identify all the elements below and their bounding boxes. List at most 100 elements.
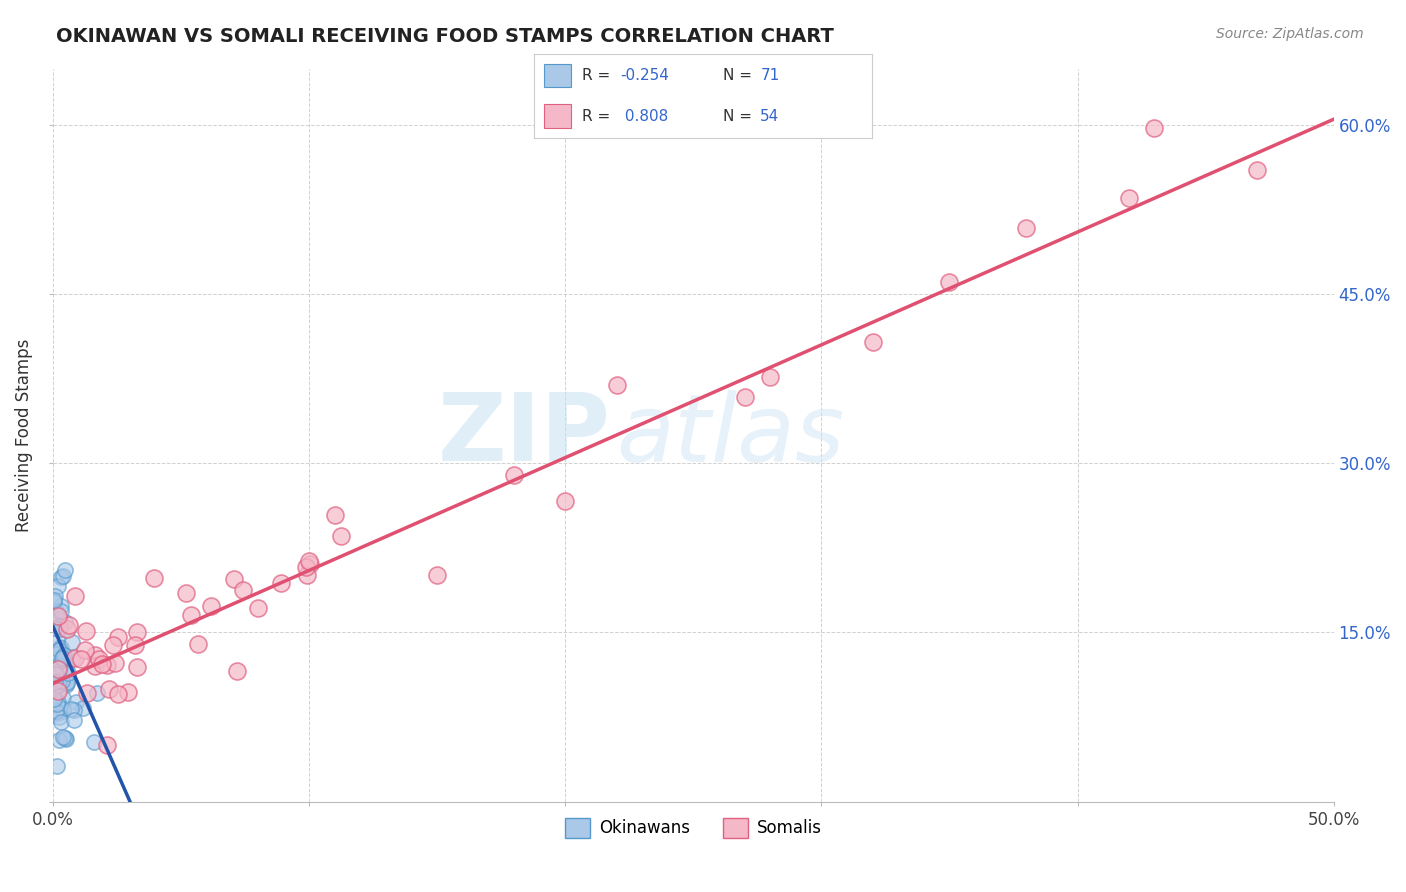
- Point: [86, 686, 108, 700]
- Point: [52, 650, 75, 665]
- Point: [60, 634, 83, 648]
- Point: [48, 643, 70, 657]
- Text: OKINAWAN VS SOMALI RECEIVING FOOD STAMPS CORRELATION CHART: OKINAWAN VS SOMALI RECEIVING FOOD STAMPS…: [56, 27, 834, 45]
- Point: [52, 569, 75, 583]
- Point: [46, 706, 69, 720]
- Point: [46, 579, 69, 593]
- Point: [503, 467, 526, 482]
- Point: [295, 560, 318, 574]
- Bar: [544, 104, 571, 128]
- Point: [187, 637, 209, 651]
- Point: [862, 334, 884, 349]
- Point: [84, 659, 107, 673]
- Point: [734, 390, 756, 404]
- Point: [53, 615, 76, 629]
- Point: [63, 714, 86, 728]
- Point: [48, 663, 70, 677]
- Point: [606, 378, 628, 392]
- Point: [46, 758, 69, 772]
- Point: [49, 656, 72, 670]
- Point: [49, 622, 72, 636]
- Text: 71: 71: [761, 68, 779, 83]
- Point: [51, 650, 73, 665]
- Point: [232, 583, 254, 598]
- Point: [44, 592, 66, 607]
- Text: Source: ZipAtlas.com: Source: ZipAtlas.com: [1216, 27, 1364, 41]
- Point: [298, 554, 321, 568]
- Point: [1118, 191, 1140, 205]
- Point: [143, 571, 166, 585]
- Point: [53, 731, 76, 745]
- Text: 0.808: 0.808: [620, 109, 669, 124]
- Point: [49, 599, 72, 614]
- Point: [51, 715, 73, 730]
- Point: [87, 652, 110, 666]
- Point: [84, 648, 107, 662]
- Point: [48, 710, 70, 724]
- Point: [49, 604, 72, 618]
- Point: [48, 673, 70, 688]
- Point: [45, 704, 67, 718]
- Point: [938, 275, 960, 289]
- Point: [65, 695, 87, 709]
- Point: [56, 666, 79, 681]
- Point: [44, 589, 66, 603]
- Point: [270, 576, 292, 591]
- Point: [127, 625, 149, 640]
- Point: [96, 658, 118, 673]
- Text: R =: R =: [582, 68, 614, 83]
- Point: [62, 651, 84, 665]
- Point: [426, 568, 449, 582]
- Point: [48, 682, 70, 697]
- Point: [46, 631, 69, 645]
- Y-axis label: Receiving Food Stamps: Receiving Food Stamps: [15, 338, 32, 532]
- Point: [1246, 163, 1268, 178]
- Legend: Okinawans, Somalis: Okinawans, Somalis: [558, 811, 828, 845]
- Point: [299, 557, 322, 571]
- Point: [224, 572, 246, 586]
- Text: N =: N =: [723, 109, 756, 124]
- Point: [48, 673, 70, 688]
- Point: [247, 601, 270, 615]
- Point: [72, 701, 94, 715]
- Point: [42, 614, 65, 628]
- Point: [76, 686, 98, 700]
- Point: [51, 569, 73, 583]
- Point: [55, 660, 77, 674]
- Point: [107, 687, 129, 701]
- Point: [97, 681, 120, 696]
- Point: [46, 695, 69, 709]
- Point: [52, 704, 75, 718]
- Point: [42, 617, 65, 632]
- Point: [75, 624, 97, 639]
- Point: [49, 640, 72, 654]
- Point: [52, 690, 75, 705]
- Point: [180, 608, 202, 623]
- Point: [60, 702, 83, 716]
- Point: [46, 684, 69, 698]
- Point: [174, 586, 197, 600]
- Point: [297, 568, 319, 582]
- Point: [53, 563, 76, 577]
- Point: [117, 685, 139, 699]
- Point: [45, 667, 67, 681]
- Point: [46, 665, 69, 680]
- Point: [107, 630, 129, 644]
- Point: [103, 638, 125, 652]
- Point: [759, 370, 782, 384]
- Point: [45, 697, 67, 711]
- Point: [44, 696, 66, 710]
- Point: [330, 528, 353, 542]
- Text: -0.254: -0.254: [620, 68, 669, 83]
- Point: [52, 730, 75, 744]
- Point: [49, 641, 72, 656]
- Point: [65, 650, 87, 665]
- Text: ZIP: ZIP: [437, 389, 610, 481]
- Point: [46, 609, 69, 624]
- Point: [83, 734, 105, 748]
- Point: [124, 638, 146, 652]
- Point: [46, 662, 69, 676]
- Point: [56, 622, 79, 636]
- Point: [45, 604, 67, 618]
- Point: [56, 675, 79, 690]
